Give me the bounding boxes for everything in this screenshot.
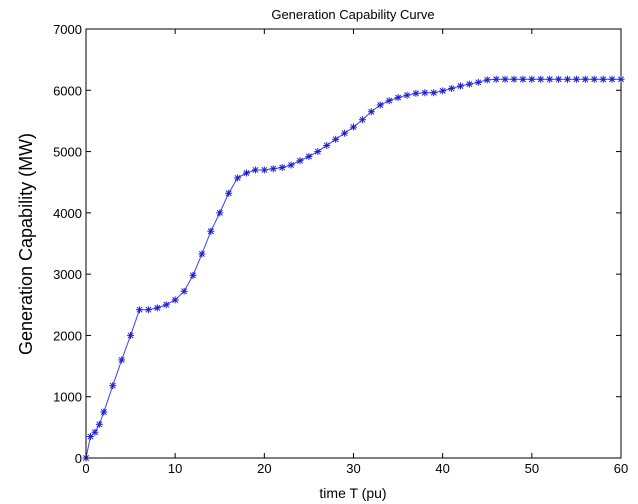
data-point: [608, 75, 616, 83]
data-point: [474, 78, 482, 86]
data-point: [305, 152, 313, 160]
data-point: [439, 87, 447, 95]
x-tick-label: 20: [257, 461, 271, 476]
data-point: [251, 166, 259, 174]
data-point: [581, 75, 589, 83]
data-point: [510, 75, 518, 83]
chart-title: Generation Capability Curve: [271, 7, 434, 22]
data-point: [278, 164, 286, 172]
data-point: [91, 428, 99, 436]
data-point: [350, 123, 357, 131]
data-point: [323, 141, 331, 149]
data-point: [412, 89, 420, 97]
x-tick-label: 50: [525, 461, 539, 476]
x-axis-label: time T (pu): [319, 485, 386, 501]
data-point: [376, 101, 384, 109]
y-tick-label: 6000: [53, 83, 82, 98]
data-point: [341, 129, 349, 137]
x-tick-label: 10: [168, 461, 182, 476]
data-point: [501, 75, 509, 83]
data-point: [421, 89, 429, 97]
y-axis-label: Generation Capability (MW): [16, 133, 36, 355]
data-point: [95, 420, 103, 428]
data-point: [492, 75, 500, 83]
data-point: [403, 91, 411, 99]
data-point: [519, 75, 527, 83]
data-point: [207, 227, 215, 235]
data-point: [287, 161, 295, 169]
data-point: [572, 75, 580, 83]
data-point: [465, 80, 473, 88]
data-point: [314, 148, 322, 156]
data-point: [385, 97, 393, 105]
data-point: [546, 75, 554, 83]
data-point: [144, 306, 152, 314]
data-point: [127, 331, 135, 339]
data-point: [430, 89, 438, 97]
data-point: [180, 287, 188, 295]
data-point: [234, 174, 242, 182]
plot-area: [85, 28, 622, 459]
data-point: [225, 189, 233, 197]
y-tick-label: 0: [75, 451, 82, 466]
data-point: [528, 75, 536, 83]
y-tick-label: 7000: [53, 22, 82, 37]
data-point: [189, 271, 197, 279]
data-point: [564, 75, 571, 83]
data-point: [448, 84, 456, 92]
data-point: [296, 157, 304, 165]
data-point: [100, 408, 108, 416]
data-point: [555, 75, 563, 83]
data-point: [243, 169, 250, 177]
data-point: [153, 304, 161, 312]
x-tick-label: 60: [614, 461, 628, 476]
data-point: [162, 301, 170, 309]
data-point: [136, 306, 143, 314]
data-point: [260, 166, 268, 174]
data-point: [483, 76, 491, 84]
y-tick-label: 5000: [53, 145, 82, 160]
data-point: [198, 250, 206, 258]
data-point: [617, 75, 625, 83]
y-tick-label: 3000: [53, 267, 82, 282]
data-point: [216, 209, 224, 217]
y-tick-label: 4000: [53, 206, 82, 221]
x-tick-label: 30: [346, 461, 360, 476]
data-point: [394, 94, 402, 102]
data-point: [269, 165, 277, 173]
data-point: [599, 75, 607, 83]
data-point: [332, 135, 340, 143]
data-point: [358, 116, 366, 124]
data-point: [109, 382, 117, 390]
y-tick-label: 2000: [53, 328, 82, 343]
data-point: [367, 108, 375, 116]
data-point: [537, 75, 545, 83]
data-point: [171, 296, 179, 304]
y-tick-label: 1000: [53, 390, 82, 405]
x-tick-label: 0: [82, 461, 89, 476]
data-point: [118, 356, 126, 364]
x-tick-label: 40: [435, 461, 449, 476]
data-point: [590, 75, 598, 83]
data-point: [457, 82, 464, 90]
